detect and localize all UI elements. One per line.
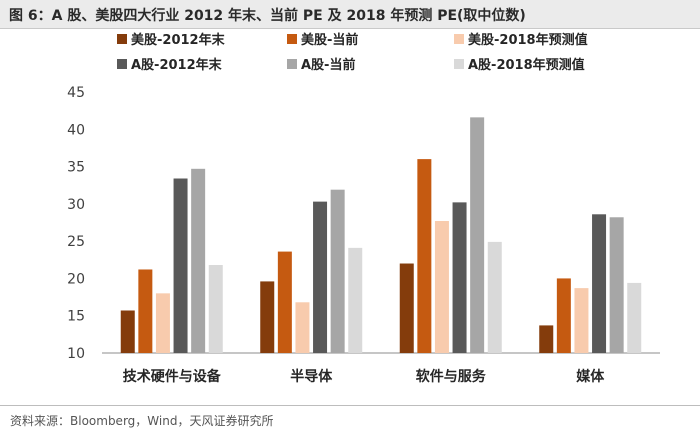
bar: [348, 247, 363, 353]
y-tick-label: 15: [67, 309, 85, 325]
bar: [330, 189, 345, 353]
bar: [452, 202, 467, 353]
bar: [277, 251, 292, 353]
source-divider: [0, 405, 700, 406]
legend-swatch: [287, 34, 297, 44]
y-tick-label: 30: [67, 197, 85, 213]
bar: [399, 263, 414, 353]
legend-label: 美股-2012年末: [131, 32, 226, 48]
figure-title-bar: 图 6：A 股、美股四大行业 2012 年末、当前 PE 及 2018 年预测 …: [0, 0, 700, 29]
legend-label: A股-当前: [301, 57, 355, 73]
y-tick-label: 45: [67, 85, 85, 101]
y-tick-label: 20: [67, 271, 85, 287]
y-tick-label: 10: [67, 346, 85, 362]
bar: [574, 288, 589, 353]
x-category-label: 媒体: [575, 368, 605, 385]
bar: [470, 117, 485, 354]
bar: [539, 325, 554, 353]
legend-swatch: [117, 34, 127, 44]
legend-swatch: [454, 34, 464, 44]
bar: [313, 201, 328, 353]
y-tick-label: 40: [67, 122, 85, 138]
legend-swatch: [117, 59, 127, 69]
bar: [208, 265, 223, 353]
bar: [173, 178, 188, 353]
figure-title: 图 6：A 股、美股四大行业 2012 年末、当前 PE 及 2018 年预测 …: [9, 8, 526, 24]
bar: [120, 310, 135, 353]
bar: [627, 282, 642, 353]
bar: [592, 214, 607, 353]
bar: [191, 168, 206, 353]
bar: [295, 302, 310, 353]
legend-label: 美股-2018年预测值: [468, 32, 588, 48]
y-tick-label: 35: [67, 160, 85, 176]
legend-swatch: [454, 59, 464, 69]
bar: [556, 278, 571, 353]
source-note: 资料来源：Bloomberg，Wind，天风证券研究所: [10, 414, 274, 428]
bar: [609, 217, 624, 353]
bar: [260, 281, 275, 353]
legend-label: 美股-当前: [301, 32, 358, 48]
legend-swatch: [287, 59, 297, 69]
x-category-label: 半导体: [290, 368, 333, 385]
x-category-label: 软件与服务: [416, 368, 487, 385]
y-tick-label: 25: [67, 234, 85, 250]
legend-label: A股-2012年末: [131, 57, 223, 73]
bar: [417, 159, 432, 353]
bar: [487, 241, 502, 353]
x-category-label: 技术硬件与设备: [123, 368, 222, 385]
bar: [138, 269, 153, 353]
legend-label: A股-2018年预测值: [468, 57, 585, 73]
bar-chart: 10 15 20 25 30 35 40 45 技术硬件与设备 半导体 软件与服务 媒体 美股-2012…: [67, 32, 660, 385]
bar: [155, 293, 170, 353]
bar: [434, 221, 449, 353]
